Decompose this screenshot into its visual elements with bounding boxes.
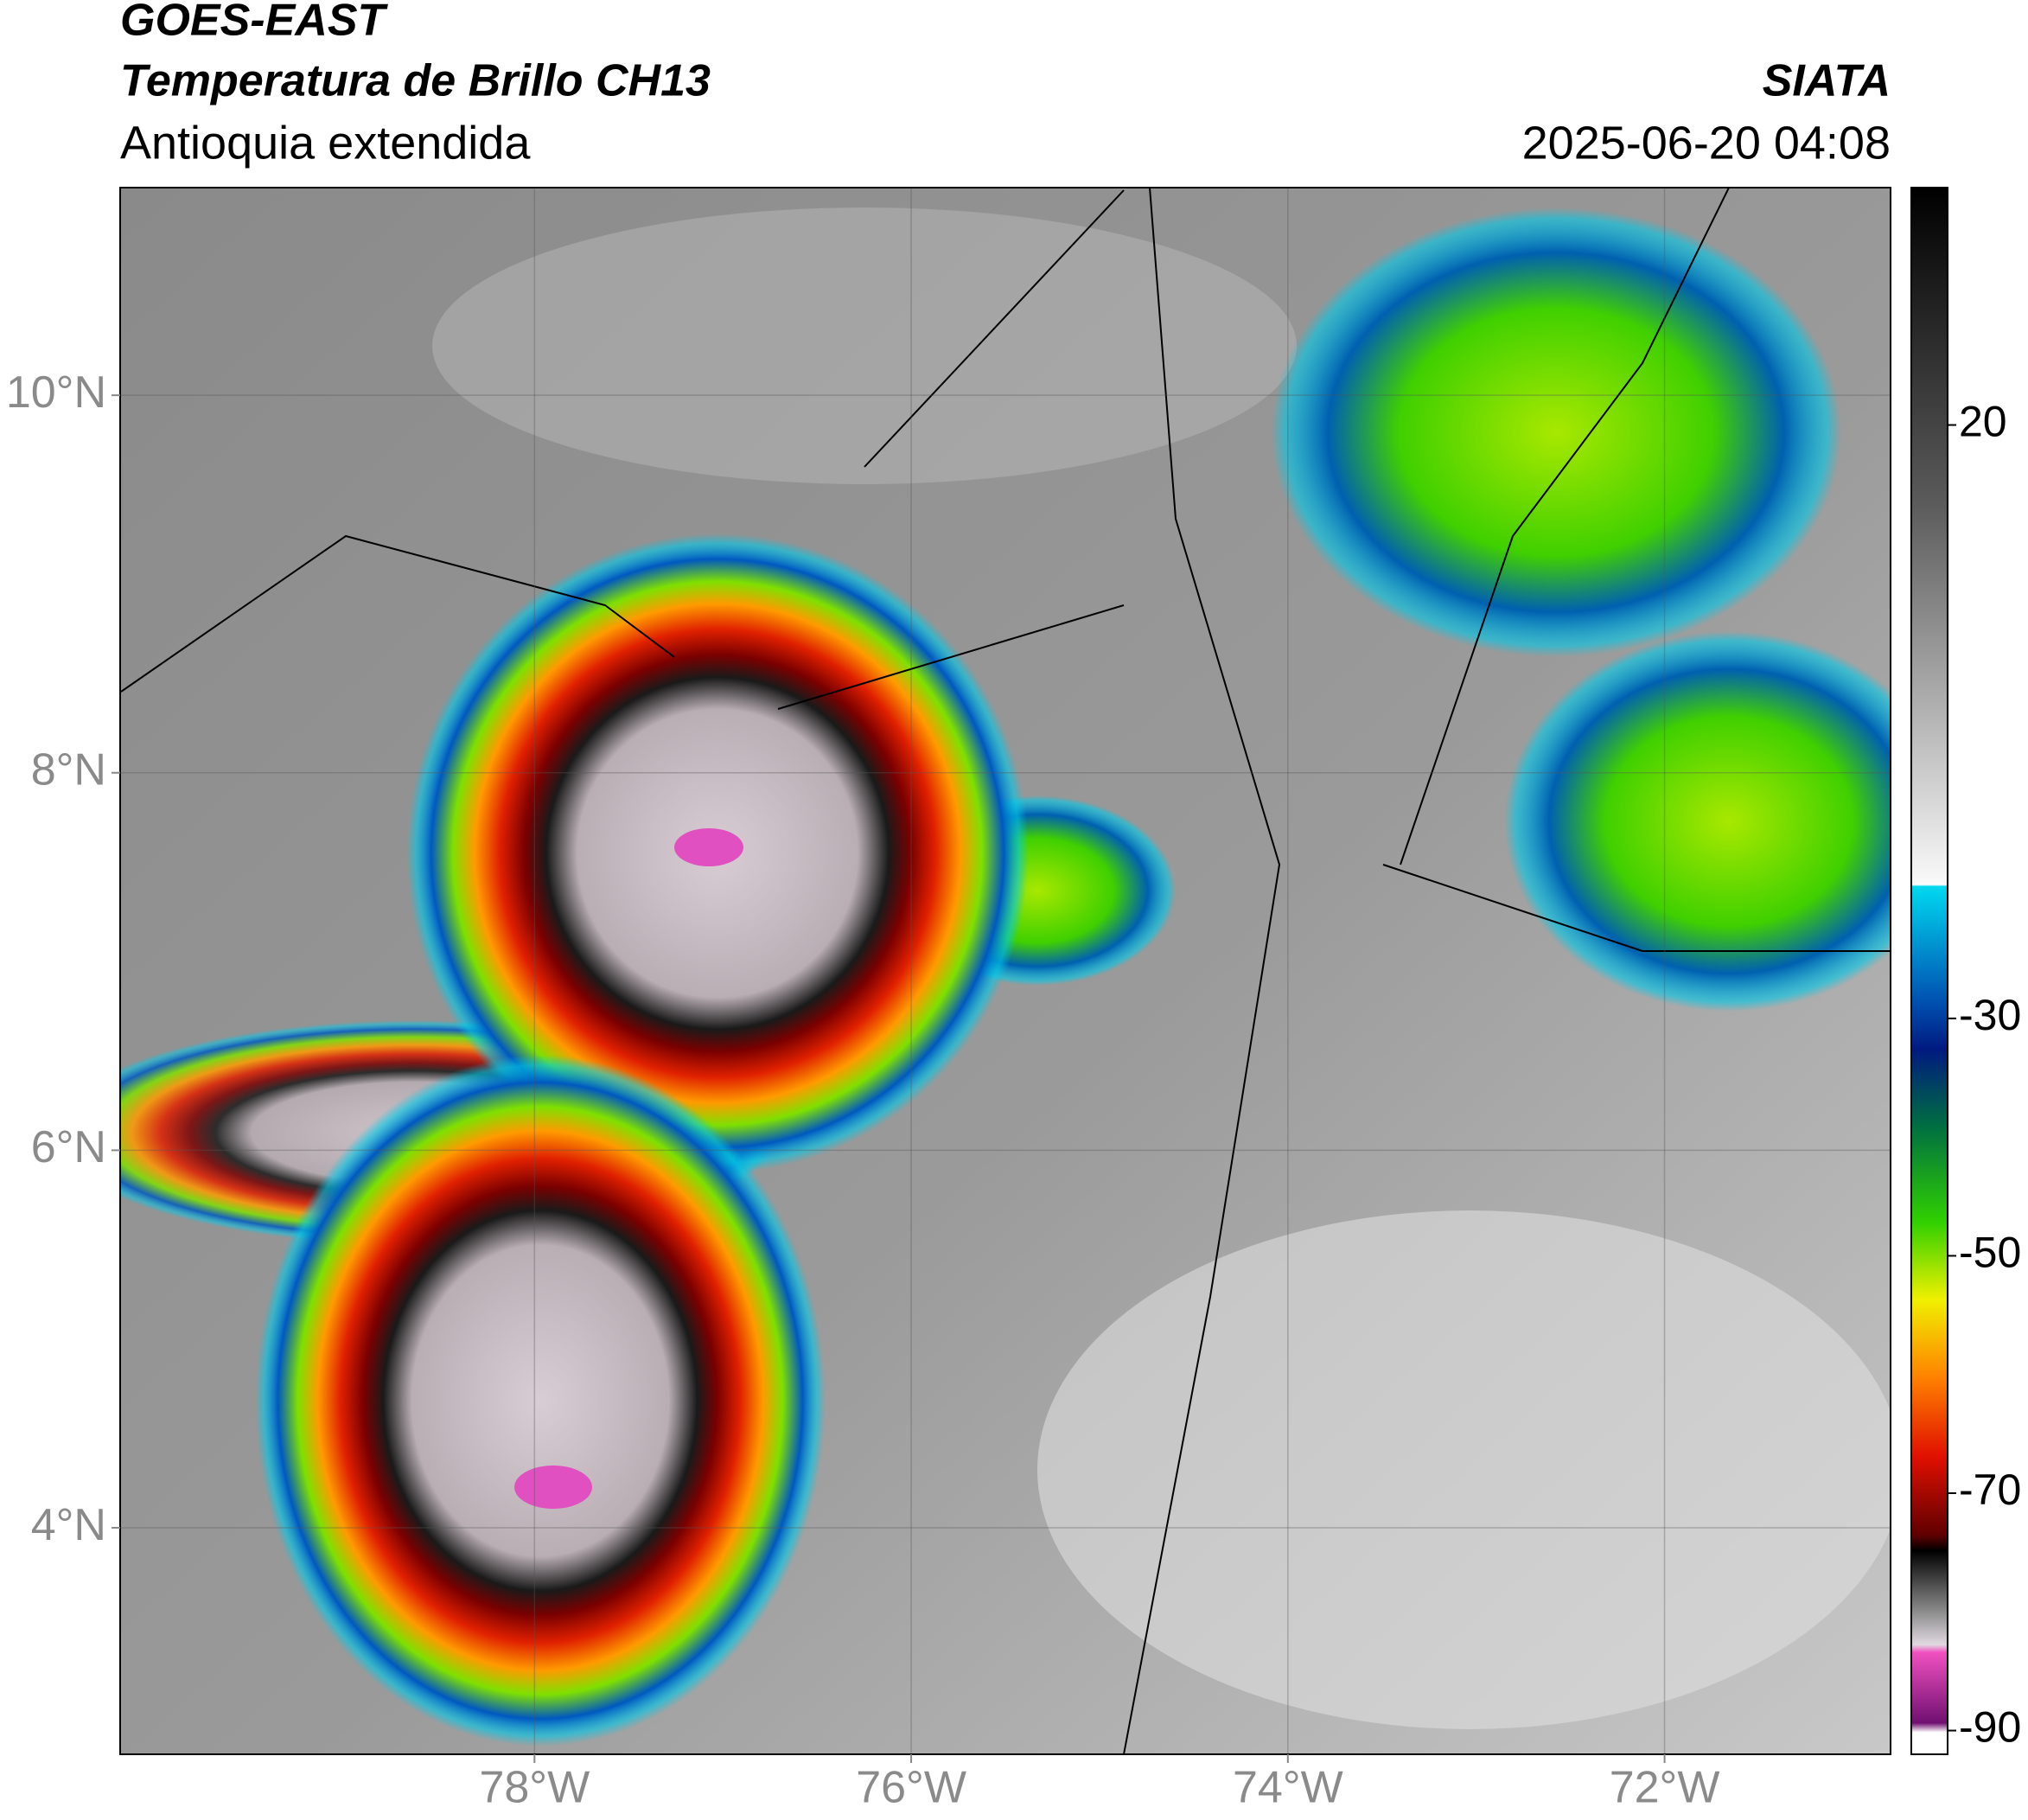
cold-top bbox=[674, 828, 743, 866]
subtitle: Temperatura de Brillo CH13 bbox=[120, 56, 711, 106]
cold-top bbox=[514, 1466, 592, 1509]
x-tick-label: 74°W bbox=[1233, 1763, 1343, 1813]
datetime: 2025-06-20 04:08 bbox=[1522, 117, 1891, 169]
colorbar-tick-label: -70 bbox=[1959, 1466, 2021, 1514]
x-tick-label: 78°W bbox=[479, 1763, 590, 1813]
colorbar-tick-label: 20 bbox=[1959, 398, 2007, 446]
boundary bbox=[120, 188, 1891, 1754]
y-tick-label: 8°N bbox=[31, 745, 106, 795]
title: GOES-EAST bbox=[120, 0, 388, 46]
storm-cell bbox=[255, 1055, 826, 1747]
colorbar-tick-label: -30 bbox=[1959, 991, 2021, 1039]
colorbar-tick-label: -50 bbox=[1959, 1229, 2021, 1277]
imagery bbox=[120, 188, 1891, 1754]
colorbar-tick-label: -90 bbox=[1959, 1703, 2021, 1752]
y-tick-label: 10°N bbox=[6, 367, 106, 418]
map-frame bbox=[119, 187, 1891, 1755]
x-tick-label: 72°W bbox=[1610, 1763, 1720, 1813]
cloud-cell bbox=[1271, 208, 1841, 657]
colorbar bbox=[1910, 187, 1948, 1755]
y-tick-label: 6°N bbox=[31, 1122, 106, 1172]
cloud bbox=[1037, 1210, 1891, 1729]
cloud bbox=[432, 208, 1297, 484]
cloud-cell bbox=[1504, 631, 1891, 1012]
source: SIATA bbox=[1763, 56, 1891, 106]
x-tick-label: 76°W bbox=[856, 1763, 966, 1813]
y-tick-label: 4°N bbox=[31, 1500, 106, 1550]
region: Antioquia extendida bbox=[120, 117, 531, 169]
grid bbox=[120, 188, 1891, 1754]
